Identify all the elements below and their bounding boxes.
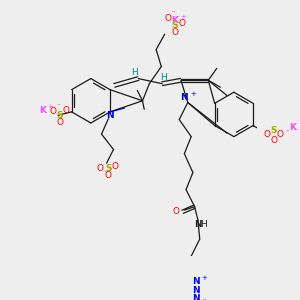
Text: S: S: [105, 164, 112, 173]
Text: O: O: [56, 118, 63, 127]
Text: O: O: [112, 162, 119, 171]
Text: O: O: [96, 164, 103, 173]
Text: ⁻: ⁻: [56, 104, 60, 110]
Text: +: +: [298, 121, 300, 127]
Text: O: O: [105, 171, 112, 180]
Text: S: S: [172, 21, 178, 30]
Text: K: K: [289, 123, 296, 132]
Text: ⁻: ⁻: [171, 11, 175, 17]
Text: K: K: [39, 106, 46, 115]
Text: N: N: [193, 294, 200, 300]
Text: O: O: [178, 20, 185, 28]
Text: +: +: [47, 104, 53, 110]
Text: O: O: [172, 207, 179, 216]
Text: +: +: [181, 14, 186, 20]
Text: N: N: [193, 277, 200, 286]
Text: O: O: [277, 130, 284, 139]
Text: +: +: [201, 275, 207, 281]
Text: H: H: [201, 220, 207, 229]
Text: N: N: [106, 111, 114, 120]
Text: O: O: [63, 106, 70, 115]
Text: ⁻: ⁻: [103, 170, 107, 176]
Text: +: +: [190, 91, 196, 97]
Text: H: H: [131, 68, 138, 77]
Text: S: S: [270, 126, 277, 135]
Text: N: N: [194, 220, 202, 229]
Text: O: O: [263, 130, 270, 139]
Text: H: H: [160, 73, 167, 82]
Text: O: O: [49, 107, 56, 116]
Text: O: O: [270, 136, 277, 146]
Text: K: K: [172, 16, 178, 25]
Text: ⁻: ⁻: [285, 129, 289, 135]
Text: ⁻: ⁻: [202, 298, 206, 300]
Text: O: O: [165, 14, 172, 23]
Text: O: O: [172, 28, 178, 37]
Text: N: N: [181, 93, 188, 102]
Text: N: N: [193, 286, 200, 295]
Text: S: S: [56, 111, 63, 120]
